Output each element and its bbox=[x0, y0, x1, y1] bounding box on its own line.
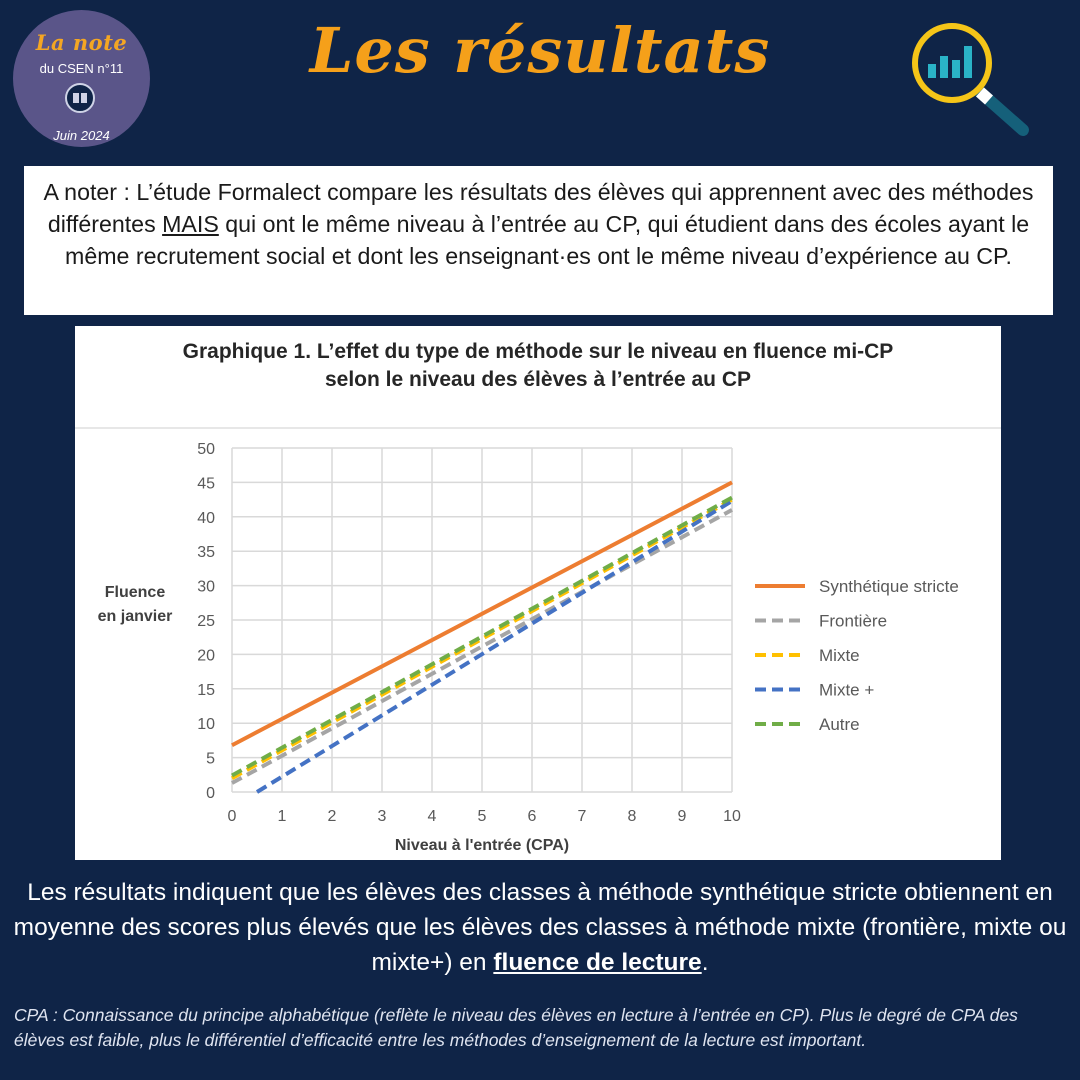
series-line-fronti-re bbox=[231, 508, 733, 785]
conclusion-highlight: fluence de lecture bbox=[493, 949, 702, 976]
page-title: Les résultats bbox=[309, 14, 771, 87]
legend-label: Mixte + bbox=[819, 681, 874, 700]
legend-label: Frontière bbox=[819, 612, 887, 631]
note-text-prefix: A noter : L’étude Formalect compare les … bbox=[43, 179, 1034, 237]
note-box: A noter : L’étude Formalect compare les … bbox=[24, 166, 1053, 315]
series-line-mixte bbox=[231, 497, 733, 780]
chart-title-line1: Graphique 1. L’effet du type de méthode … bbox=[183, 340, 894, 363]
grid bbox=[231, 447, 733, 793]
series-line-autre bbox=[231, 495, 733, 778]
legend: Synthétique stricte Frontière Mixte Mixte +… bbox=[755, 577, 959, 734]
conclusion-text: Les résultats indiquent que les élèves d… bbox=[10, 875, 1070, 980]
csen-badge: La note du CSEN n°11 Juin 2024 bbox=[13, 10, 150, 147]
x-axis-label: Niveau à l'entrée (CPA) bbox=[395, 837, 569, 854]
y-tick-label: 20 bbox=[197, 647, 215, 664]
x-tick-label: 3 bbox=[378, 808, 387, 825]
note-emphasis: MAIS bbox=[162, 211, 219, 237]
x-tick-label: 4 bbox=[428, 808, 437, 825]
x-tick-label: 2 bbox=[328, 808, 337, 825]
line-chart: Graphique 1. L’effet du type de méthode … bbox=[75, 340, 1001, 854]
legend-label: Mixte bbox=[819, 646, 860, 665]
badge-issue: du CSEN n°11 bbox=[39, 61, 124, 76]
legend-label: Synthétique stricte bbox=[819, 577, 959, 596]
legend-label: Autre bbox=[819, 715, 860, 734]
y-tick-label: 50 bbox=[197, 441, 215, 458]
x-tick-label: 5 bbox=[478, 808, 487, 825]
book-icon bbox=[65, 83, 95, 113]
x-tick-label: 10 bbox=[723, 808, 741, 825]
y-axis-label-line1: Fluence bbox=[105, 584, 166, 601]
y-tick-label: 25 bbox=[197, 613, 215, 630]
conclusion-end: . bbox=[701, 949, 709, 976]
x-tick-label: 8 bbox=[628, 808, 637, 825]
badge-brand: La note bbox=[35, 30, 128, 55]
note-text-suffix: qui ont le même niveau à l’entrée au CP,… bbox=[65, 211, 1030, 269]
x-tick-label: 6 bbox=[528, 808, 537, 825]
x-tick-label: 1 bbox=[278, 808, 287, 825]
y-tick-label: 45 bbox=[197, 475, 215, 492]
series-line-mixte- bbox=[255, 499, 734, 794]
x-tick-label: 7 bbox=[578, 808, 587, 825]
y-tick-label: 10 bbox=[197, 716, 215, 733]
y-tick-label: 35 bbox=[197, 544, 215, 561]
y-tick-label: 15 bbox=[197, 682, 215, 699]
y-tick-label: 40 bbox=[197, 510, 215, 527]
y-tick-label: 0 bbox=[206, 785, 215, 802]
magnifier-chart-icon bbox=[905, 20, 1035, 145]
y-tick-label: 30 bbox=[197, 579, 215, 596]
x-tick-label: 0 bbox=[228, 808, 237, 825]
conclusion-body: Les résultats indiquent que les élèves d… bbox=[13, 879, 1067, 976]
badge-date: Juin 2024 bbox=[53, 128, 110, 143]
x-tick-label: 9 bbox=[678, 808, 687, 825]
y-tick-label: 5 bbox=[206, 751, 215, 768]
footnote: CPA : Connaissance du principe alphabéti… bbox=[14, 1005, 1018, 1050]
series-line-synth-tique-stricte bbox=[231, 480, 733, 747]
chart-panel: Graphique 1. L’effet du type de méthode … bbox=[75, 326, 1001, 860]
series-lines bbox=[231, 480, 734, 794]
y-axis-label-line2: en janvier bbox=[98, 608, 173, 625]
chart-title-line2: selon le niveau des élèves à l’entrée au… bbox=[325, 368, 751, 391]
